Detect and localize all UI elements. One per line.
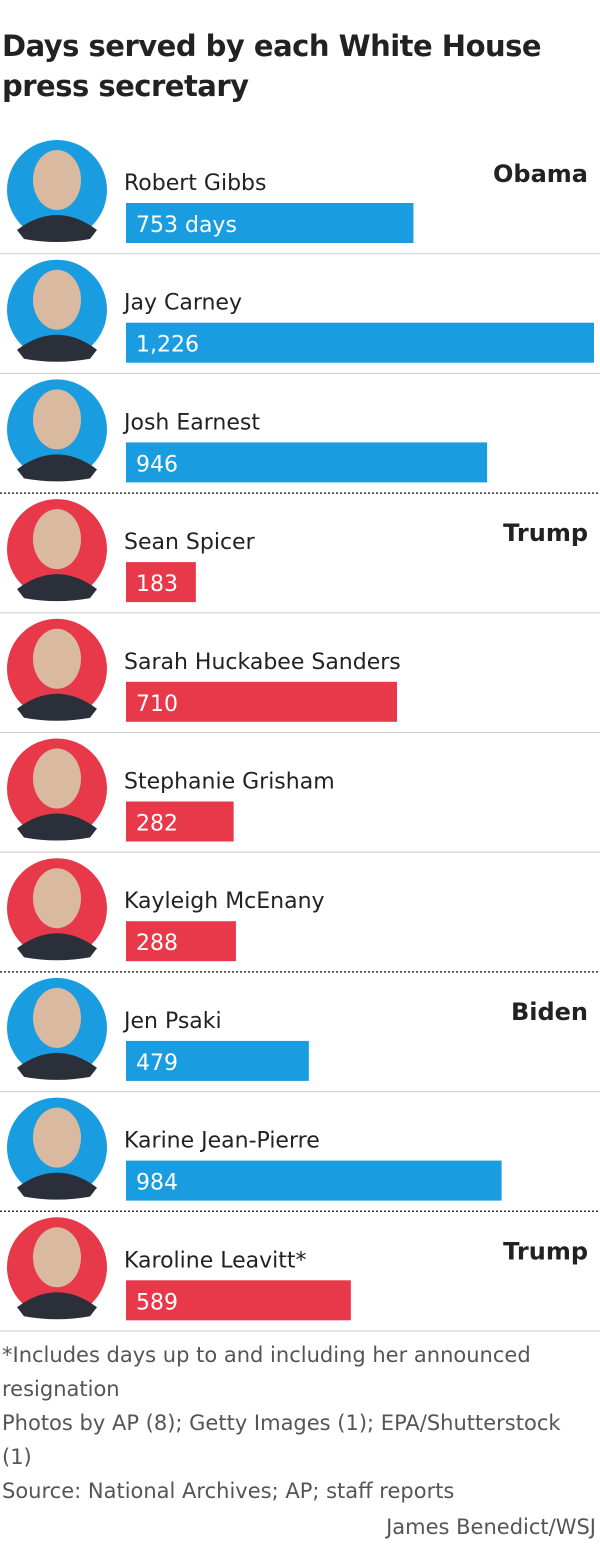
value-label: 710 (136, 692, 178, 717)
value-label: 1,226 (136, 333, 199, 358)
category-label: Kayleigh McEnany (124, 889, 325, 914)
portrait-shoulders (17, 693, 97, 721)
portrait-head (33, 628, 81, 689)
portrait-head (33, 389, 81, 450)
category-label: Sarah Huckabee Sanders (124, 650, 401, 675)
category-label: Josh Earnest (122, 410, 260, 435)
category-label: Jen Psaki (122, 1009, 222, 1034)
portrait-shoulders (17, 1052, 97, 1080)
value-label: 183 (136, 572, 178, 597)
value-label: 753 days (136, 213, 237, 238)
chart: Obama Robert Gibbs 753 days Jay Carney 1,226… (0, 140, 600, 1332)
value-label: 589 (136, 1290, 178, 1315)
bar (126, 322, 594, 363)
group-label: Trump (503, 519, 588, 547)
portrait-shoulders (17, 454, 97, 482)
source: Source: National Archives; AP; staff rep… (2, 1479, 455, 1503)
portrait-head (33, 1227, 81, 1288)
portrait-shoulders (17, 334, 97, 362)
bar (126, 1160, 502, 1201)
portrait-head (33, 269, 81, 330)
category-label: Sean Spicer (124, 530, 256, 555)
category-label: Jay Carney (122, 291, 242, 316)
value-label: 282 (136, 812, 178, 837)
category-label: Stephanie Grisham (124, 770, 335, 795)
portrait-head (33, 509, 81, 570)
group-label: Trump (503, 1237, 588, 1265)
value-label: 479 (136, 1051, 178, 1076)
value-label: 288 (136, 931, 178, 956)
bar (126, 442, 488, 483)
bar (126, 562, 196, 603)
bar (126, 203, 414, 243)
value-label: 946 (136, 452, 178, 477)
portrait-head (33, 868, 81, 929)
bar (126, 801, 234, 842)
chart-title: Days served by each White House press se… (2, 29, 542, 103)
category-label: Robert Gibbs (124, 171, 266, 196)
group-label: Obama (493, 160, 588, 188)
bar (126, 921, 236, 962)
photo-credit: Photos by AP (8); Getty Images (1); EPA/… (2, 1411, 561, 1469)
credit: James Benedict/WSJ (386, 1515, 596, 1539)
portrait-shoulders (17, 933, 97, 961)
portrait-head (33, 748, 81, 809)
portrait-shoulders (17, 1292, 97, 1320)
portrait-head (33, 150, 81, 210)
value-label: 984 (136, 1171, 178, 1196)
footnote: *Includes days up to and including her a… (2, 1343, 531, 1401)
bar (126, 1280, 351, 1321)
bar (126, 681, 398, 722)
category-label: Karine Jean-Pierre (124, 1129, 320, 1154)
portrait-shoulders (17, 1172, 97, 1200)
category-label: Karoline Leavitt* (124, 1248, 307, 1273)
portrait-head (33, 987, 81, 1048)
portrait-shoulders (17, 813, 97, 841)
bar (126, 1040, 309, 1081)
notes: *Includes days up to and including her a… (2, 1338, 592, 1508)
portrait-head (33, 1107, 81, 1168)
portrait-shoulders (17, 574, 97, 602)
group-label: Biden (511, 998, 588, 1026)
portrait-shoulders (17, 215, 97, 242)
